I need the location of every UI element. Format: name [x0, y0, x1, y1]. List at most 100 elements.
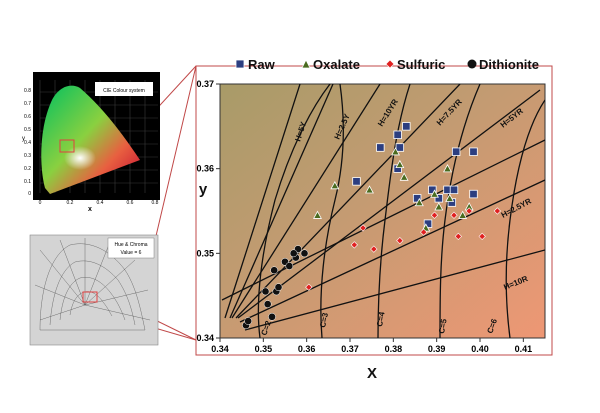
legend-dithionite-marker — [467, 59, 477, 69]
point-oxalate — [445, 193, 455, 202]
x-tick-label: 0.39 — [428, 344, 446, 354]
point-oxalate — [330, 180, 340, 190]
cie-ytick-7: 0.7 — [24, 101, 31, 107]
point-oxalate — [313, 210, 322, 219]
chroma-line-6 — [505, 99, 545, 338]
cie-xtick-4: 0.8 — [152, 200, 159, 206]
point-oxalate — [443, 164, 452, 173]
hue-title-line1: Hue & Chroma — [114, 242, 147, 248]
legend-oxalate-marker — [301, 59, 311, 69]
hue-chroma-inset: Hue & Chroma Value = 6 — [29, 234, 159, 346]
cie-horseshoe — [41, 85, 141, 194]
point-oxalate — [414, 197, 424, 207]
y-tick-label: 0.35 — [196, 248, 214, 258]
axes: 0.34 0.35 0.36 0.37 0.38 0.39 0.40 0.41 0.34 0.35… — [196, 79, 532, 354]
point-dithionite — [261, 287, 270, 296]
hue-line-10yr — [231, 84, 381, 319]
point-raw — [376, 143, 385, 152]
point-dithionite — [285, 262, 294, 270]
hue-line-2-5y — [229, 84, 334, 319]
point-sulfuric — [450, 211, 458, 219]
label-c4: C=4 — [375, 311, 387, 328]
x-tick-label: 0.35 — [255, 344, 273, 354]
hue-inset-grid — [34, 238, 151, 331]
cie-ytick-1: 0.1 — [24, 179, 31, 185]
point-raw — [469, 189, 478, 199]
point-oxalate — [399, 172, 409, 181]
cie-title-box — [95, 82, 153, 96]
point-raw — [451, 147, 461, 156]
chroma-line-4 — [377, 84, 411, 338]
hue-title-box — [107, 237, 155, 259]
point-raw — [393, 130, 402, 139]
point-raw — [469, 147, 478, 156]
cie-ytick-3: 0.3 — [24, 153, 31, 159]
cie-ytick-8: 0.8 — [24, 88, 31, 94]
data-points — [242, 122, 501, 330]
cie-zoom-box — [59, 139, 75, 153]
cie-white-point — [64, 146, 96, 170]
point-sulfuric — [370, 245, 378, 253]
legend-raw-marker — [235, 59, 245, 69]
point-sulfuric — [359, 224, 367, 232]
point-dithionite — [270, 266, 279, 275]
cie-xtick-2: 0.4 — [97, 200, 104, 206]
x-tick-label: 0.40 — [471, 344, 489, 354]
main-plot-frame — [195, 65, 553, 356]
point-oxalate — [430, 189, 439, 198]
x-axis-title: X — [367, 365, 377, 382]
point-dithionite — [300, 249, 309, 258]
cie-ytick-0: 0 — [28, 191, 31, 197]
point-sulfuric — [305, 283, 313, 291]
hue-line-5yr — [237, 89, 541, 319]
legend: Raw Oxalate Sulfuric Dithionite — [235, 57, 539, 72]
chroma-line-3 — [320, 84, 344, 338]
point-oxalate — [365, 185, 374, 194]
y-axis-title: y — [199, 181, 208, 198]
cie-ytick-4: 0.4 — [24, 140, 31, 146]
cie-xtick-0: 0 — [39, 200, 42, 206]
munsell-lines — [221, 84, 545, 338]
point-sulfuric — [465, 207, 473, 215]
point-sulfuric — [430, 211, 439, 219]
x-tick-label: 0.34 — [211, 344, 229, 354]
point-raw — [449, 185, 459, 195]
legend-raw-label: Raw — [248, 57, 276, 72]
label-c3: C=3 — [318, 311, 330, 328]
point-raw — [352, 177, 361, 186]
point-sulfuric — [420, 228, 428, 236]
legend-sulfuric-marker — [385, 59, 395, 69]
legend-dithionite: Dithionite — [467, 57, 539, 72]
label-c5: C=5 — [437, 318, 449, 335]
x-tick-label: 0.37 — [341, 344, 359, 354]
point-sulfuric — [350, 241, 358, 249]
point-sulfuric — [478, 232, 486, 241]
cie-title: CIE Colour system — [103, 88, 145, 94]
legend-oxalate-label: Oxalate — [313, 57, 360, 72]
x-tick-label: 0.41 — [515, 344, 533, 354]
point-dithionite — [244, 317, 253, 325]
point-raw — [402, 122, 411, 131]
point-oxalate — [391, 147, 400, 156]
cie-ylabel: y — [22, 136, 25, 142]
y-tick-label: 0.37 — [196, 79, 214, 89]
legend-sulfuric: Sulfuric — [385, 57, 445, 72]
legend-dithionite-label: Dithionite — [479, 57, 539, 72]
point-oxalate — [395, 159, 405, 169]
legend-oxalate: Oxalate — [301, 57, 360, 72]
hue-title-line2: Value = 6 — [121, 250, 142, 256]
cie-xtick-1: 0.2 — [67, 200, 74, 206]
point-sulfuric — [493, 207, 501, 215]
cie-ytick-2: 0.2 — [24, 166, 31, 172]
point-dithionite — [268, 312, 276, 321]
chroma-line-5 — [439, 84, 481, 338]
cie-xlabel: x — [88, 206, 92, 213]
cie-xtick-3: 0.6 — [127, 200, 134, 206]
hue-zoom-box — [82, 291, 98, 303]
hue-line-10r — [244, 249, 545, 331]
chroma-line-2 — [257, 84, 331, 338]
x-tick-label: 0.36 — [298, 344, 316, 354]
legend-raw: Raw — [235, 57, 276, 72]
point-oxalate — [434, 202, 444, 211]
